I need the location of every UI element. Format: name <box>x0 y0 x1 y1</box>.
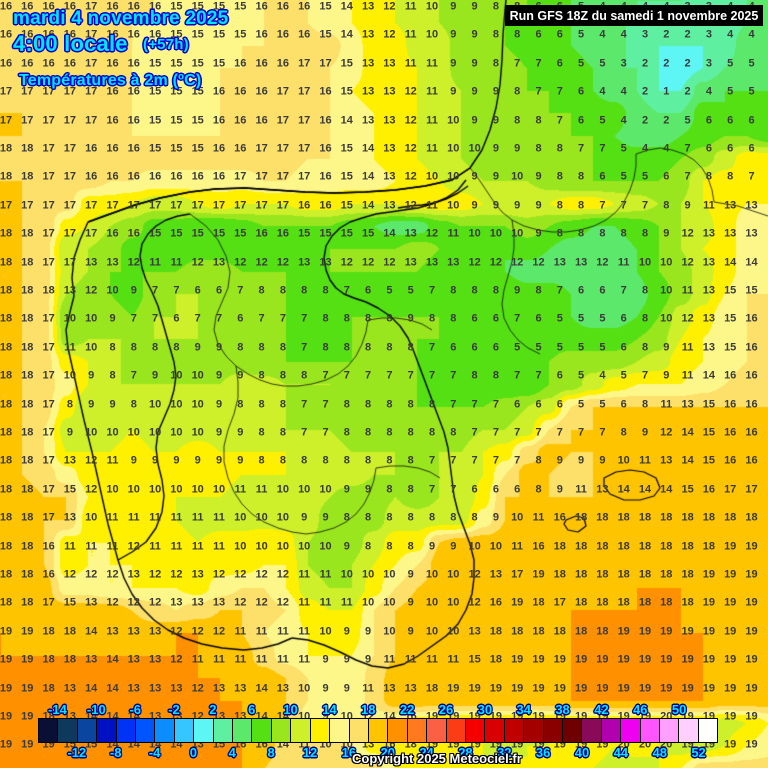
colorbar-tick-label: 52 <box>691 745 706 760</box>
colorbar-swatch <box>39 719 59 742</box>
colorbar-tick-label: 22 <box>399 702 415 717</box>
colorbar-tick-label: 42 <box>594 702 609 717</box>
colorbar-tick-label: 4 <box>228 745 236 760</box>
colorbar-swatch <box>116 719 137 742</box>
colorbar-tick-label: -8 <box>109 745 122 760</box>
colorbar-tick-label: 18 <box>361 702 376 717</box>
colorbar-swatch <box>388 719 408 742</box>
colorbar-swatch <box>213 719 234 742</box>
colorbar-tick-label: 10 <box>283 702 298 717</box>
colorbar-swatch <box>621 719 641 742</box>
forecast-offset-label: (+57h) <box>143 36 189 53</box>
colorbar-tick-label: -12 <box>67 745 87 760</box>
colorbar-swatch <box>524 719 544 742</box>
colorbar-swatch <box>271 719 292 742</box>
colorbar-tick-label: 34 <box>516 702 531 717</box>
colorbar-tick-label: 28 <box>458 745 473 760</box>
colorbar-tick-label: 30 <box>477 702 493 717</box>
colorbar-tick-label: -6 <box>129 702 141 717</box>
colorbar-swatch <box>291 719 311 742</box>
colorbar-swatch <box>679 719 699 742</box>
colorbar-tick-label: 40 <box>574 745 590 760</box>
colorbar-tick-label: 12 <box>302 745 318 760</box>
colorbar-tick-label: 26 <box>438 702 454 717</box>
forecast-date-label: mardi 4 novembre 2025 <box>13 8 229 29</box>
colorbar-swatch <box>174 719 195 742</box>
colorbar-tick-label: 20 <box>380 745 395 760</box>
colorbar-swatch <box>582 719 602 742</box>
colorbar-swatch <box>485 719 505 742</box>
colorbar-swatch <box>427 719 447 742</box>
model-run-banner: Run GFS 18Z du samedi 1 novembre 2025 <box>505 5 763 26</box>
colorbar-swatch <box>58 719 78 742</box>
colorbar-swatch <box>562 719 583 742</box>
copyright-label: Copyright 2025 Meteociel.fr <box>352 751 522 766</box>
colorbar-swatch <box>155 719 175 742</box>
colorbar-swatch <box>194 719 214 742</box>
colorbar-swatch <box>97 719 117 742</box>
colorbar-tick-label: 48 <box>652 745 667 760</box>
colorbar-tick-label: 38 <box>555 702 570 717</box>
colorbar-swatch <box>504 719 525 742</box>
parameter-label: Températures à 2m (ºC) <box>19 72 202 89</box>
colorbar-swatch <box>252 719 272 742</box>
colorbar-tick-label: 46 <box>633 702 648 717</box>
colorbar-swatches <box>38 718 718 743</box>
colorbar-swatch <box>698 719 718 742</box>
colorbar-tick-label: -14 <box>48 702 67 717</box>
colorbar-tick-label: 44 <box>613 745 629 760</box>
colorbar-swatch <box>407 719 428 742</box>
colorbar-swatch <box>465 719 486 742</box>
colorbar-swatch <box>233 719 253 742</box>
colorbar-swatch <box>601 719 622 742</box>
colorbar-swatch <box>368 719 389 742</box>
colorbar-tick-label: 2 <box>209 702 217 717</box>
colorbar-swatch <box>136 719 156 742</box>
colorbar-swatch <box>640 719 660 742</box>
colorbar-tick-label: 0 <box>189 745 198 760</box>
colorbar-tick-label: -2 <box>168 702 180 717</box>
colorbar-swatch <box>660 719 680 742</box>
colorbar-swatch <box>349 719 369 742</box>
colorbar-tick-label: 16 <box>341 745 357 760</box>
colorbar-tick-label: -10 <box>86 702 106 717</box>
colorbar-tick-label: 24 <box>419 745 434 760</box>
colorbar-tick-label: 8 <box>267 745 275 760</box>
colorbar-tick-label: 50 <box>671 702 687 717</box>
colorbar-tick-label: 32 <box>497 745 512 760</box>
colorbar-tick-label: 14 <box>322 702 337 717</box>
colorbar-swatch <box>446 719 466 742</box>
colorbar-swatch <box>543 719 563 742</box>
forecast-hour-label: 4:00 locale <box>13 31 128 56</box>
colorbar-swatch <box>310 719 331 742</box>
colorbar-tick-label: -4 <box>148 745 161 760</box>
colorbar-tick-label: 6 <box>248 702 256 717</box>
colorbar-tick-label: 36 <box>535 745 551 760</box>
model-run-label: Run GFS 18Z du samedi 1 novembre 2025 <box>509 8 759 23</box>
colorbar-swatch <box>330 719 350 742</box>
temperature-colorbar <box>38 718 718 743</box>
colorbar-swatch <box>77 719 98 742</box>
